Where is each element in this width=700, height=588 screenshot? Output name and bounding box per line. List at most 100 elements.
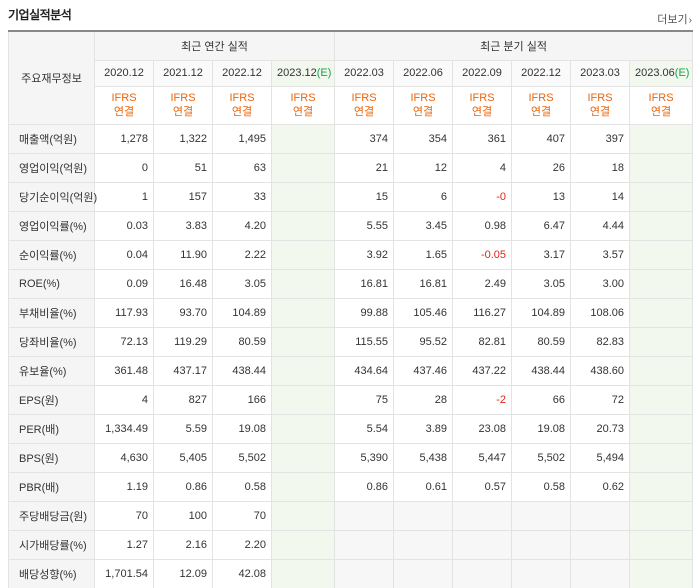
more-label: 더보기 [657,14,688,26]
table-row: ROE(%) 0.09 16.48 3.05 16.81 16.81 2.49 3.05 3.0… [8,268,694,299]
row-label: PBR(배) [8,471,95,502]
quarter-period-header: 2022.09 [452,59,513,87]
quarter-cell: 4.44 [570,210,631,241]
quarter-cell: 0.57 [452,471,513,502]
quarter-cell: 95.52 [393,326,454,357]
quarter-cell [629,152,694,183]
ifrs-label: IFRS 연결 [393,85,454,125]
quarter-cell: 80.59 [511,326,572,357]
annual-cell [270,268,336,299]
annual-cell: 72.13 [94,326,154,357]
quarter-cell: 23.08 [452,413,513,444]
quarter-cell [570,529,631,560]
annual-cell [270,181,336,212]
annual-cell [270,239,336,270]
annual-cell: 51 [153,152,213,183]
row-label: 부채비율(%) [8,297,95,328]
quarter-cell: 16.81 [393,268,454,299]
quarter-cell: 14 [570,181,631,212]
quarter-cell: 3.45 [393,210,454,241]
quarter-cell: 115.55 [334,326,395,357]
annual-cell: 4.20 [212,210,272,241]
annual-cell: 166 [212,384,272,415]
quarter-cell: 6 [393,181,454,212]
quarter-cell: 407 [511,123,572,154]
quarter-cell [629,442,694,473]
annual-cell: 119.29 [153,326,213,357]
table-row: 유보율(%) 361.48 437.17 438.44 434.64 437.46 437.… [8,355,694,386]
annual-cell: 3.83 [153,210,213,241]
quarter-period-header: 2023.03 [570,59,631,87]
annual-cell: 1,701.54 [94,558,154,588]
annual-cell: 2.20 [212,529,272,560]
annual-cell: 0.58 [212,471,272,502]
table-row: 당좌비율(%) 72.13 119.29 80.59 115.55 95.52 82.81 8… [8,326,694,357]
quarter-cell: 374 [334,123,395,154]
annual-cell: 80.59 [212,326,272,357]
annual-cell: 100 [153,500,213,531]
ifrs-label: IFRS 연결 [94,85,154,125]
quarter-cell [452,558,513,588]
quarter-cell [629,471,694,502]
quarter-cell: 397 [570,123,631,154]
quarter-cell: 0.98 [452,210,513,241]
annual-cell: 0.03 [94,210,154,241]
more-link[interactable]: 더보기› [657,11,692,27]
quarter-cell: 0.58 [511,471,572,502]
quarter-cell: 26 [511,152,572,183]
estimate-mark: (E) [316,67,332,79]
quarter-cell: 82.81 [452,326,513,357]
row-label: 주당배당금(원) [8,500,95,531]
table-row: PER(배) 1,334.49 5.59 19.08 5.54 3.89 23.08 19.0… [8,413,694,444]
quarter-cell: 82.83 [570,326,631,357]
annual-cell: 117.93 [94,297,154,328]
quarter-cell: 104.89 [511,297,572,328]
quarter-cell: 66 [511,384,572,415]
quarter-cell [629,413,694,444]
annual-cell [270,297,336,328]
quarter-period-header: 2023.06(E) [629,59,694,87]
table-row: PBR(배) 1.19 0.86 0.58 0.86 0.61 0.57 0.58 0.62 [8,471,694,502]
annual-cell: 2.22 [212,239,272,270]
quarter-group-header: 최근 분기 실적 [334,30,694,61]
quarter-cell: 1.65 [393,239,454,270]
annual-cell: 42.08 [212,558,272,588]
quarter-cell: 3.89 [393,413,454,444]
quarter-cell [334,529,395,560]
ifrs-label: IFRS 연결 [212,85,272,125]
quarter-cell: 12 [393,152,454,183]
quarter-cell: 3.05 [511,268,572,299]
quarter-cell: 3.00 [570,268,631,299]
quarter-cell [511,558,572,588]
table-row: EPS(원) 4 827 166 75 28 -2 66 72 [8,384,694,415]
annual-cell [270,152,336,183]
annual-cell: 0.04 [94,239,154,270]
annual-cell: 0 [94,152,154,183]
annual-cell: 63 [212,152,272,183]
row-label: BPS(원) [8,442,95,473]
annual-cell: 70 [94,500,154,531]
annual-period-header: 2022.12 [212,59,272,87]
annual-cell: 1,322 [153,123,213,154]
ifrs-label: IFRS 연결 [452,85,513,125]
row-label: 순이익률(%) [8,239,95,270]
quarter-cell: 5,438 [393,442,454,473]
annual-cell: 1.27 [94,529,154,560]
quarter-cell: 0.62 [570,471,631,502]
quarter-cell: -0.05 [452,239,513,270]
quarter-cell: 5,390 [334,442,395,473]
quarter-cell: -0 [452,181,513,212]
annual-cell: 11.90 [153,239,213,270]
annual-group-header: 최근 연간 실적 [93,30,336,61]
section-title: 기업실적분석 [8,8,72,22]
quarter-cell [452,500,513,531]
quarter-cell [570,558,631,588]
row-label: PER(배) [8,413,95,444]
annual-cell: 93.70 [153,297,213,328]
quarter-cell [629,326,694,357]
annual-cell: 16.48 [153,268,213,299]
quarter-cell: 5.55 [334,210,395,241]
quarter-cell [334,558,395,588]
row-label: EPS(원) [8,384,95,415]
ifrs-label: IFRS 연결 [270,85,336,125]
